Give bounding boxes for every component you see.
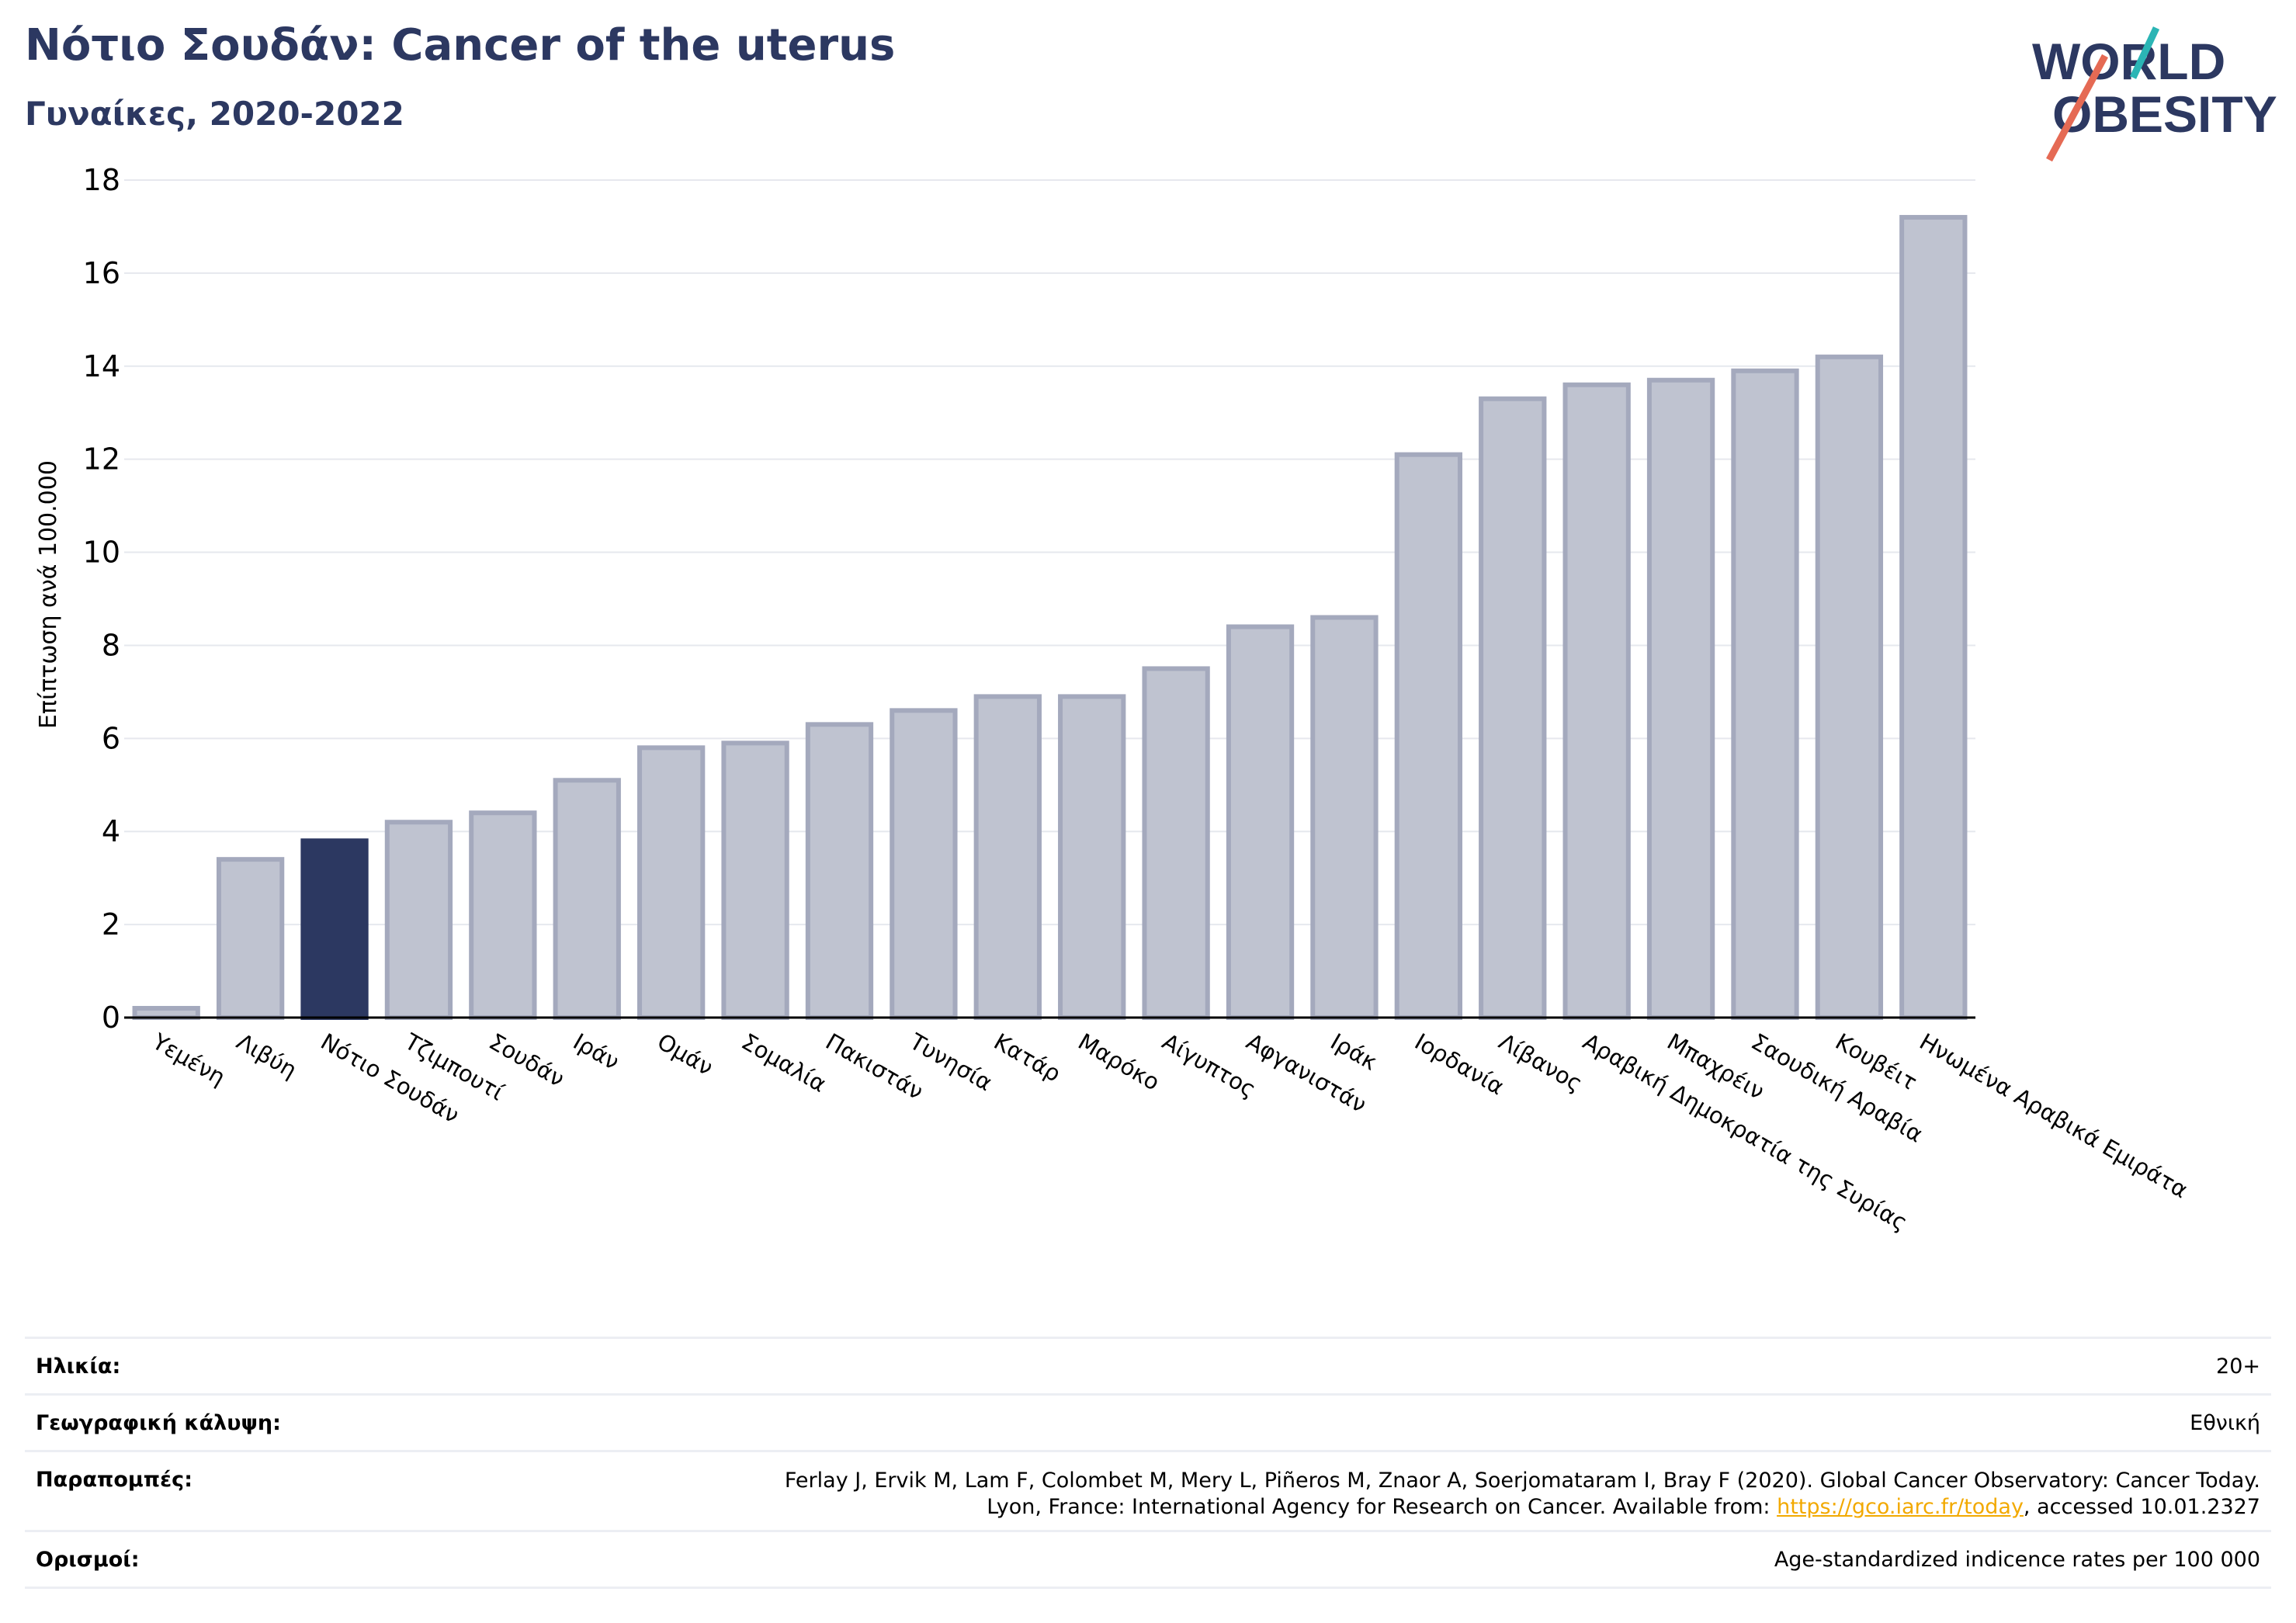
x-tick-label: Αίγυπτος (1158, 1028, 1261, 1103)
y-tick-label: 12 (83, 442, 120, 477)
info-table: Ηλικία: 20+ Γεωγραφική κάλυψη: Εθνική Πα… (25, 1337, 2271, 1589)
bar (553, 778, 621, 1020)
bar (1815, 354, 1884, 1020)
bar (216, 857, 285, 1020)
references-label: Παραπομπές: (36, 1468, 192, 1492)
y-tick-label: 16 (83, 256, 120, 290)
chart-title: Νότιο Σουδάν: Cancer of the uterus (25, 20, 896, 71)
y-tick-label: 14 (83, 349, 120, 383)
references-link[interactable]: https://gco.iarc.fr/today (1777, 1495, 2024, 1519)
bar (1479, 396, 1547, 1020)
info-row-age: Ηλικία: 20+ (25, 1337, 2271, 1393)
x-tick-label: Ιράκ (1326, 1028, 1382, 1076)
coverage-value: Εθνική (2190, 1411, 2260, 1435)
bar (721, 740, 789, 1020)
x-tick-label: Λιβύη (232, 1028, 301, 1084)
x-tick-label: Ιορδανία (1410, 1028, 1509, 1101)
info-row-coverage: Γεωγραφική κάλυψη: Εθνική (25, 1393, 2271, 1450)
x-tick-label: Κατάρ (990, 1028, 1066, 1087)
bar (1731, 368, 1799, 1020)
definitions-label: Ορισμοί: (36, 1548, 140, 1572)
x-tick-label: Ιράν (569, 1028, 624, 1076)
info-row-definitions: Ορισμοί: Age-standardized indicence rate… (25, 1530, 2271, 1589)
bar (384, 820, 453, 1020)
logo-line1: WORLD (2032, 33, 2225, 90)
info-row-references: Παραπομπές: Ferlay J, Ervik M, Lam F, Co… (25, 1450, 2271, 1530)
bar (1646, 377, 1715, 1020)
y-axis-label: Επίπτωση ανά 100.000 (35, 460, 62, 729)
x-tick-label: Σομαλία (737, 1028, 831, 1098)
y-tick-label: 4 (102, 814, 120, 848)
bar (132, 1006, 200, 1020)
references-line2-pre: Lyon, France: International Agency for R… (987, 1495, 1777, 1519)
world-obesity-logo: WORLD OBESITY (2032, 26, 2277, 162)
bar (1310, 615, 1379, 1020)
bar (1142, 666, 1210, 1021)
references-value: Ferlay J, Ervik M, Lam F, Colombet M, Me… (785, 1468, 2260, 1521)
bar (469, 810, 537, 1020)
logo-slash-teal (2129, 26, 2160, 79)
logo-line2: OBESITY (2052, 85, 2277, 143)
y-tick-label: 6 (102, 721, 120, 755)
y-tick-label: 0 (102, 1001, 120, 1035)
references-line2-post: , accessed 10.01.2327 (2023, 1495, 2260, 1519)
age-value: 20+ (2216, 1354, 2260, 1379)
x-tick-label: Νότιο Σουδάν (317, 1028, 464, 1129)
bar (1058, 694, 1126, 1021)
bar (973, 694, 1042, 1021)
y-tick-label: 2 (102, 907, 120, 942)
y-tick-labels: 0 2 4 6 8 10 12 14 16 18 (83, 163, 120, 1035)
definitions-value: Age-standardized indicence rates per 100… (1774, 1548, 2260, 1572)
x-tick-label: Μαρόκο (1073, 1028, 1164, 1096)
bar (637, 745, 706, 1020)
logo-slash-red (2046, 54, 2108, 162)
references-line1: Ferlay J, Ervik M, Lam F, Colombet M, Me… (784, 1469, 2260, 1493)
y-tick-label: 18 (83, 163, 120, 197)
y-tick-label: 8 (102, 628, 120, 662)
chart-subtitle: Γυναίκες, 2020-2022 (25, 95, 404, 133)
x-tick-label: Υεμένη (147, 1028, 230, 1091)
x-tick-label: Ομάν (653, 1028, 717, 1081)
bar (300, 838, 369, 1020)
references-line2: Lyon, France: International Agency for R… (785, 1494, 2260, 1521)
bar (1394, 452, 1462, 1020)
bar (1226, 624, 1295, 1020)
bar (805, 722, 874, 1020)
y-tick-label: 10 (83, 536, 120, 570)
bar (1562, 382, 1631, 1020)
age-label: Ηλικία: (36, 1354, 121, 1379)
bar (890, 708, 958, 1020)
x-tick-label: Λίβανος (1494, 1028, 1587, 1098)
bars (132, 214, 1968, 1021)
bar (1899, 214, 1968, 1020)
coverage-label: Γεωγραφική κάλυψη: (36, 1411, 281, 1435)
x-tick-label: Ηνωμένα Αραβικά Εμιράτα (1915, 1028, 2192, 1204)
